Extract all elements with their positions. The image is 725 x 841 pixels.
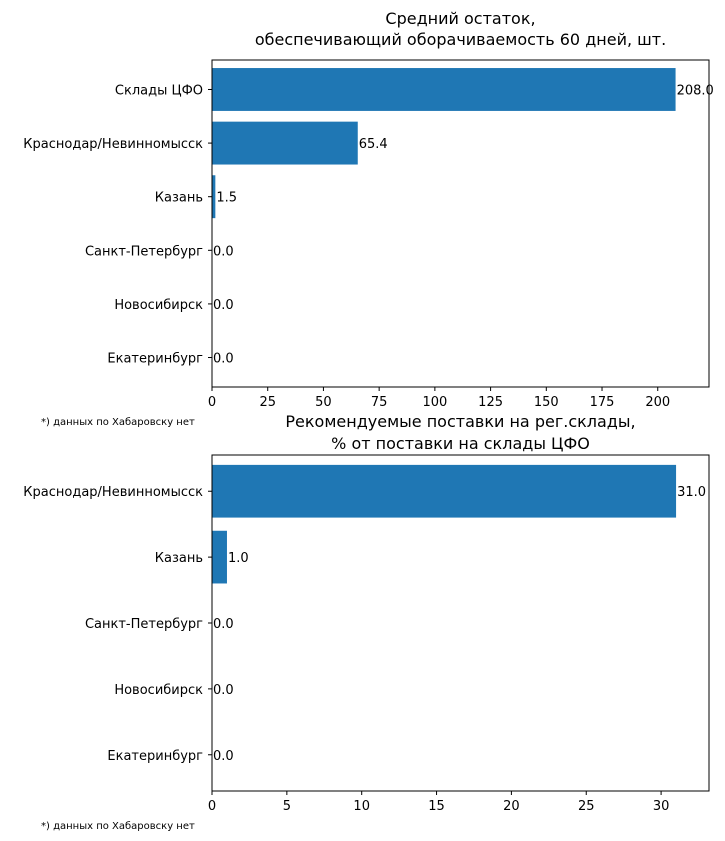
chart-recommended-supply: Рекомендуемые поставки на рег.склады, % о…: [23, 412, 710, 832]
category-label: Краснодар/Невинномысск: [23, 137, 203, 152]
chart-title-line: обеспечивающий оборачиваемость 60 дней, …: [255, 30, 666, 49]
category-label: Новосибирск: [114, 298, 203, 313]
x-tick-label: 15: [428, 799, 445, 814]
plot-frame: [211, 454, 710, 792]
category-label: Санкт-Петербург: [85, 244, 203, 259]
category-label: Новосибирск: [114, 683, 203, 698]
x-tick-label: 175: [590, 395, 615, 410]
category-label: Санкт-Петербург: [85, 617, 203, 632]
x-tick-label: 125: [478, 395, 503, 410]
bar-value-label: 0.0: [213, 352, 234, 367]
category-label: Казань: [155, 191, 203, 206]
bar: [212, 530, 227, 584]
bar-value-label: 0.0: [213, 749, 234, 764]
x-tick-label: 0: [208, 799, 216, 814]
category-label: Екатеринбург: [107, 749, 203, 764]
footnote: *) данных по Хабаровску нет: [41, 417, 195, 428]
chart-average-stock: Средний остаток, обеспечивающий оборачива…: [23, 9, 713, 428]
category-label: Казань: [155, 551, 203, 566]
x-tick-label: 25: [578, 799, 595, 814]
chart-title-line: % от поставки на склады ЦФО: [331, 434, 590, 453]
category-label: Краснодар/Невинномысск: [23, 485, 203, 500]
x-tick-label: 200: [645, 395, 670, 410]
bar-value-label: 0.0: [213, 617, 234, 632]
plot-frame: [211, 59, 710, 388]
bar: [212, 68, 676, 111]
category-label: Склады ЦФО: [115, 83, 203, 98]
x-tick-label: 150: [534, 395, 559, 410]
x-tick-label: 30: [653, 799, 670, 814]
x-tick-label: 75: [371, 395, 388, 410]
bar-value-label: 1.5: [216, 191, 237, 206]
bar-value-label: 31.0: [677, 485, 706, 500]
x-tick-label: 10: [353, 799, 370, 814]
x-tick-label: 100: [422, 395, 447, 410]
x-tick-label: 25: [259, 395, 276, 410]
bar-value-label: 0.0: [213, 683, 234, 698]
bar: [212, 175, 216, 219]
category-label: Екатеринбург: [107, 352, 203, 367]
x-tick-label: 50: [315, 395, 332, 410]
bar-value-label: 65.4: [359, 137, 388, 152]
chart-title-line: Средний остаток,: [385, 9, 535, 28]
x-tick-label: 5: [283, 799, 291, 814]
bar-value-label: 0.0: [213, 244, 234, 259]
bar: [212, 464, 677, 518]
bar-value-label: 0.0: [213, 298, 234, 313]
footnote: *) данных по Хабаровску нет: [41, 821, 195, 832]
bar-value-label: 208.0: [677, 83, 714, 98]
bar: [212, 121, 358, 165]
x-tick-label: 20: [503, 799, 520, 814]
chart-title-line: Рекомендуемые поставки на рег.склады,: [285, 412, 635, 431]
x-tick-label: 0: [208, 395, 216, 410]
bar-value-label: 1.0: [228, 551, 249, 566]
